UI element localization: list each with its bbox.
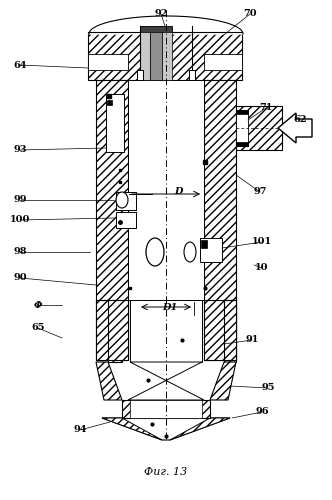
Text: 101: 101: [252, 238, 272, 246]
Ellipse shape: [116, 192, 128, 208]
Bar: [150, 26, 162, 80]
Text: 96: 96: [255, 408, 269, 416]
Bar: [189, 70, 195, 80]
Text: 70: 70: [243, 10, 257, 18]
Text: D: D: [174, 188, 182, 196]
Polygon shape: [210, 362, 236, 400]
Bar: [236, 110, 248, 146]
Bar: [116, 192, 136, 210]
Bar: [162, 26, 172, 80]
Bar: [224, 300, 236, 362]
Text: 98: 98: [13, 248, 27, 256]
Text: 10: 10: [255, 264, 269, 272]
Polygon shape: [89, 16, 243, 34]
Text: 100: 100: [10, 216, 30, 224]
Text: 65: 65: [31, 324, 45, 332]
Bar: [137, 70, 143, 80]
Bar: [204, 300, 236, 360]
Polygon shape: [128, 362, 204, 400]
Polygon shape: [96, 362, 122, 400]
Bar: [96, 300, 128, 360]
Bar: [236, 106, 282, 150]
Bar: [88, 32, 242, 80]
Polygon shape: [278, 113, 312, 143]
Bar: [140, 26, 150, 80]
Text: 99: 99: [13, 196, 27, 204]
Bar: [201, 240, 207, 248]
Bar: [116, 212, 136, 228]
Bar: [96, 80, 128, 360]
Polygon shape: [102, 418, 162, 440]
Bar: [107, 100, 112, 105]
Text: 93: 93: [13, 146, 27, 154]
Bar: [130, 300, 202, 362]
Text: 95: 95: [261, 384, 275, 392]
Text: Φ: Φ: [34, 300, 42, 310]
Text: 91: 91: [245, 336, 259, 344]
Polygon shape: [102, 418, 230, 440]
Bar: [88, 54, 128, 70]
Bar: [122, 400, 210, 418]
Text: 64: 64: [13, 60, 27, 70]
Polygon shape: [170, 418, 230, 440]
Bar: [236, 142, 248, 146]
Bar: [200, 238, 222, 262]
Ellipse shape: [146, 238, 164, 266]
Text: D1: D1: [162, 302, 178, 312]
Bar: [204, 80, 236, 360]
Text: 71: 71: [259, 104, 273, 112]
Text: 90: 90: [13, 274, 27, 282]
Bar: [116, 192, 136, 210]
Bar: [108, 300, 122, 362]
Ellipse shape: [184, 242, 196, 262]
Text: 97: 97: [253, 188, 267, 196]
Bar: [140, 26, 172, 32]
Bar: [130, 400, 202, 418]
Text: 92: 92: [154, 10, 168, 18]
Bar: [106, 94, 124, 152]
Text: Фиг. 13: Фиг. 13: [144, 467, 188, 477]
Bar: [204, 54, 242, 70]
Bar: [236, 110, 248, 114]
Text: 62: 62: [293, 116, 307, 124]
Bar: [128, 80, 204, 300]
Text: 94: 94: [73, 426, 87, 434]
